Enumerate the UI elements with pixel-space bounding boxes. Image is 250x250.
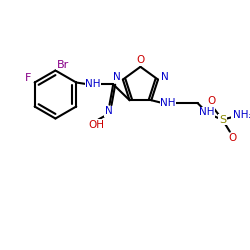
Text: O: O xyxy=(228,133,237,143)
Text: N: N xyxy=(160,72,168,82)
Text: NH: NH xyxy=(199,107,214,117)
Text: O: O xyxy=(207,96,216,106)
Text: OH: OH xyxy=(88,120,104,130)
Text: N: N xyxy=(112,72,120,82)
Text: NH: NH xyxy=(160,98,176,108)
Text: N: N xyxy=(105,106,112,116)
Text: O: O xyxy=(136,55,144,65)
Text: NH: NH xyxy=(85,79,100,89)
Text: NH₂: NH₂ xyxy=(233,110,250,120)
Text: F: F xyxy=(25,73,31,83)
Text: Br: Br xyxy=(57,60,69,70)
Text: S: S xyxy=(219,114,226,124)
